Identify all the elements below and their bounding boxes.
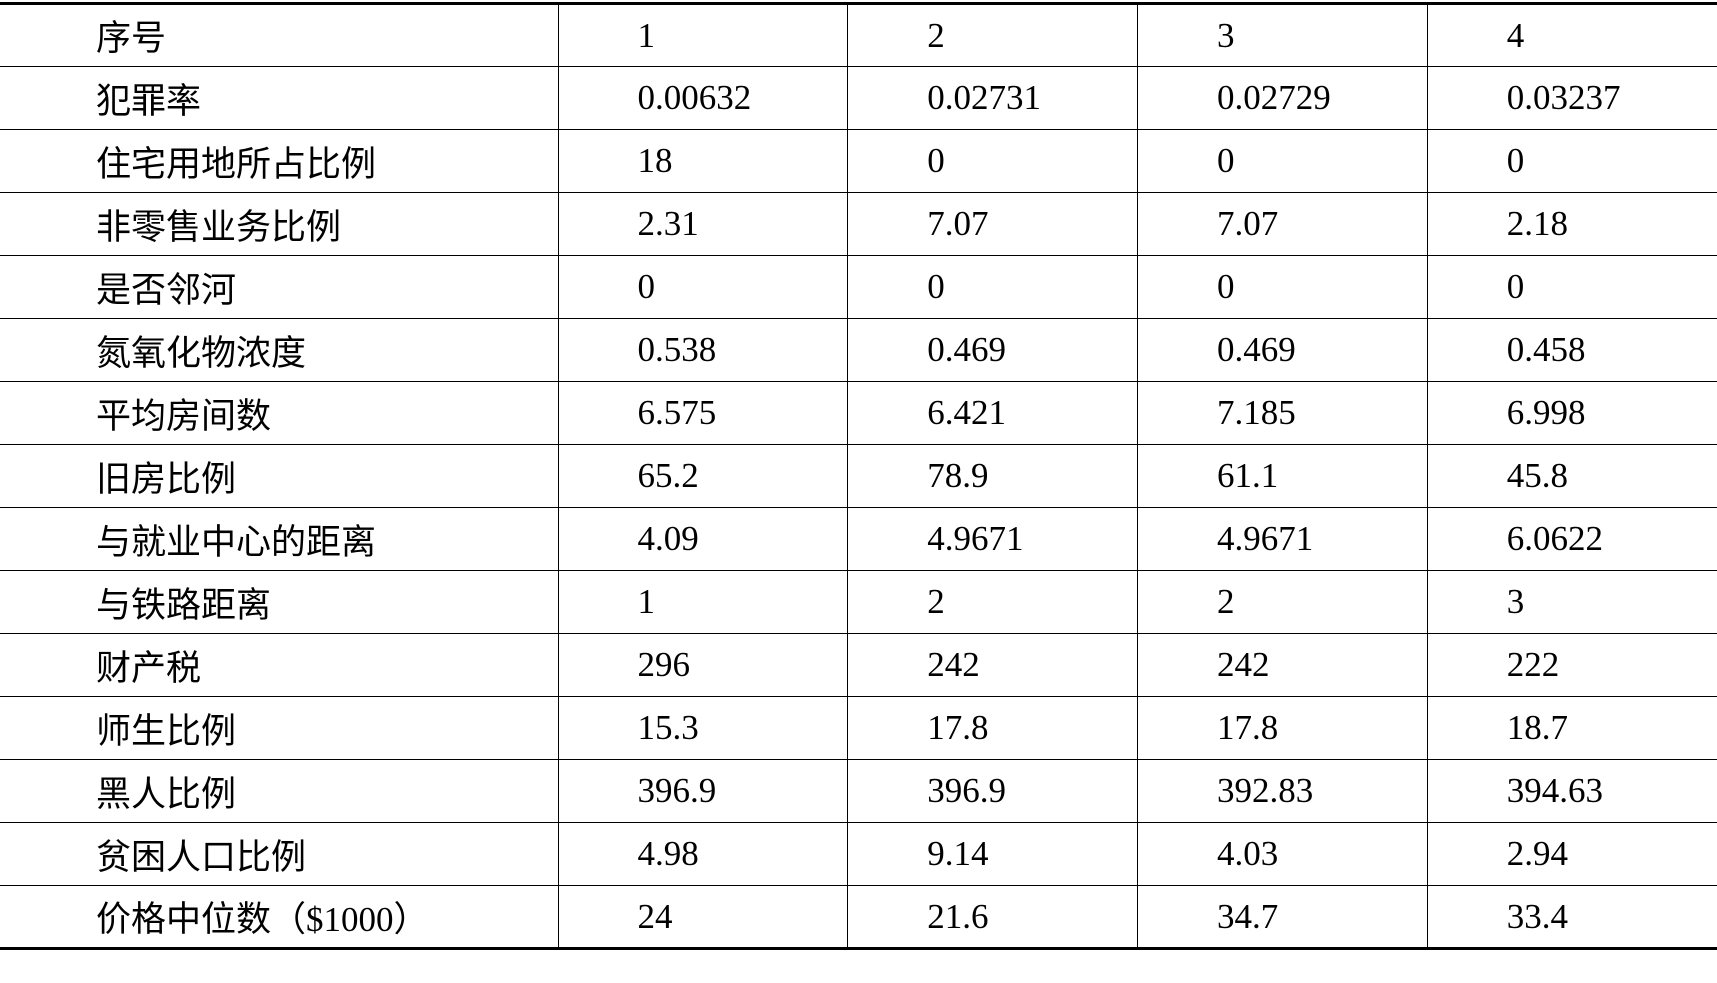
row-label: 旧房比例 [0,444,558,508]
table-row: 犯罪率 0.00632 0.02731 0.02729 0.03237 [0,66,1717,130]
cell: 0.469 [847,318,1138,382]
cell: 4.9671 [847,507,1138,571]
cell: 65.2 [557,444,848,508]
cell: 0 [557,255,848,319]
cell: 0 [1137,255,1428,319]
row-label: 住宅用地所占比例 [0,129,558,193]
cell: 7.07 [847,192,1138,256]
cell: 242 [847,633,1138,697]
table-row: 是否邻河 0 0 0 0 [0,255,1717,319]
cell: 0 [1137,129,1428,193]
cell: 0.02731 [847,66,1138,130]
row-label: 黑人比例 [0,759,558,823]
row-label: 序号 [0,2,558,67]
cell: 6.998 [1426,381,1717,445]
cell: 0.469 [1137,318,1428,382]
cell: 0.00632 [557,66,848,130]
cell: 18.7 [1426,696,1717,760]
row-label: 非零售业务比例 [0,192,558,256]
table-row: 师生比例 15.3 17.8 17.8 18.7 [0,696,1717,760]
cell: 0.03237 [1426,66,1717,130]
row-label: 财产税 [0,633,558,697]
row-label: 犯罪率 [0,66,558,130]
table-row: 住宅用地所占比例 18 0 0 0 [0,129,1717,193]
cell: 6.421 [847,381,1138,445]
cell: 396.9 [847,759,1138,823]
table-row: 与就业中心的距离 4.09 4.9671 4.9671 6.0622 [0,507,1717,571]
cell: 17.8 [1137,696,1428,760]
cell: 0 [847,129,1138,193]
table-row: 贫困人口比例 4.98 9.14 4.03 2.94 [0,822,1717,886]
cell: 2.94 [1426,822,1717,886]
cell: 3 [1426,570,1717,634]
cell: 0 [847,255,1138,319]
cell: 9.14 [847,822,1138,886]
row-label: 与就业中心的距离 [0,507,558,571]
cell: 3 [1137,2,1428,67]
cell: 7.07 [1137,192,1428,256]
cell: 0.538 [557,318,848,382]
cell: 4 [1426,2,1717,67]
cell: 2 [847,2,1138,67]
row-label: 氮氧化物浓度 [0,318,558,382]
cell: 6.575 [557,381,848,445]
table-row: 旧房比例 65.2 78.9 61.1 45.8 [0,444,1717,508]
cell: 2 [1137,570,1428,634]
cell: 4.03 [1137,822,1428,886]
table-row: 价格中位数（$1000） 24 21.6 34.7 33.4 [0,885,1717,950]
row-label: 是否邻河 [0,255,558,319]
table-row: 黑人比例 396.9 396.9 392.83 394.63 [0,759,1717,823]
cell: 34.7 [1137,885,1428,950]
cell: 2.18 [1426,192,1717,256]
cell: 296 [557,633,848,697]
cell: 4.09 [557,507,848,571]
table-row: 氮氧化物浓度 0.538 0.469 0.469 0.458 [0,318,1717,382]
cell: 0.458 [1426,318,1717,382]
table-row: 平均房间数 6.575 6.421 7.185 6.998 [0,381,1717,445]
cell: 394.63 [1426,759,1717,823]
cell: 222 [1426,633,1717,697]
cell: 21.6 [847,885,1138,950]
table-row: 非零售业务比例 2.31 7.07 7.07 2.18 [0,192,1717,256]
cell: 4.9671 [1137,507,1428,571]
cell: 392.83 [1137,759,1428,823]
cell: 396.9 [557,759,848,823]
cell: 7.185 [1137,381,1428,445]
cell: 0 [1426,129,1717,193]
table-body: 序号 1 2 3 4 犯罪率 0.00632 0.02731 0.02729 0.03237 住宅用… [0,2,1717,950]
cell: 1 [557,2,848,67]
cell: 242 [1137,633,1428,697]
cell: 0.02729 [1137,66,1428,130]
cell: 24 [557,885,848,950]
table-row: 财产税 296 242 242 222 [0,633,1717,697]
row-label: 与铁路距离 [0,570,558,634]
cell: 33.4 [1426,885,1717,950]
cell: 18 [557,129,848,193]
cell: 2 [847,570,1138,634]
data-table: 序号 1 2 3 4 犯罪率 0.00632 0.02731 0.02729 0.03237 住宅用… [0,2,1717,950]
row-label: 平均房间数 [0,381,558,445]
row-label: 贫困人口比例 [0,822,558,886]
table-row: 与铁路距离 1 2 2 3 [0,570,1717,634]
row-label: 师生比例 [0,696,558,760]
cell: 0 [1426,255,1717,319]
cell: 45.8 [1426,444,1717,508]
header-row: 序号 1 2 3 4 [0,2,1717,67]
cell: 61.1 [1137,444,1428,508]
row-label: 价格中位数（$1000） [0,885,558,950]
cell: 4.98 [557,822,848,886]
cell: 78.9 [847,444,1138,508]
cell: 2.31 [557,192,848,256]
cell: 1 [557,570,848,634]
cell: 17.8 [847,696,1138,760]
cell: 15.3 [557,696,848,760]
cell: 6.0622 [1426,507,1717,571]
